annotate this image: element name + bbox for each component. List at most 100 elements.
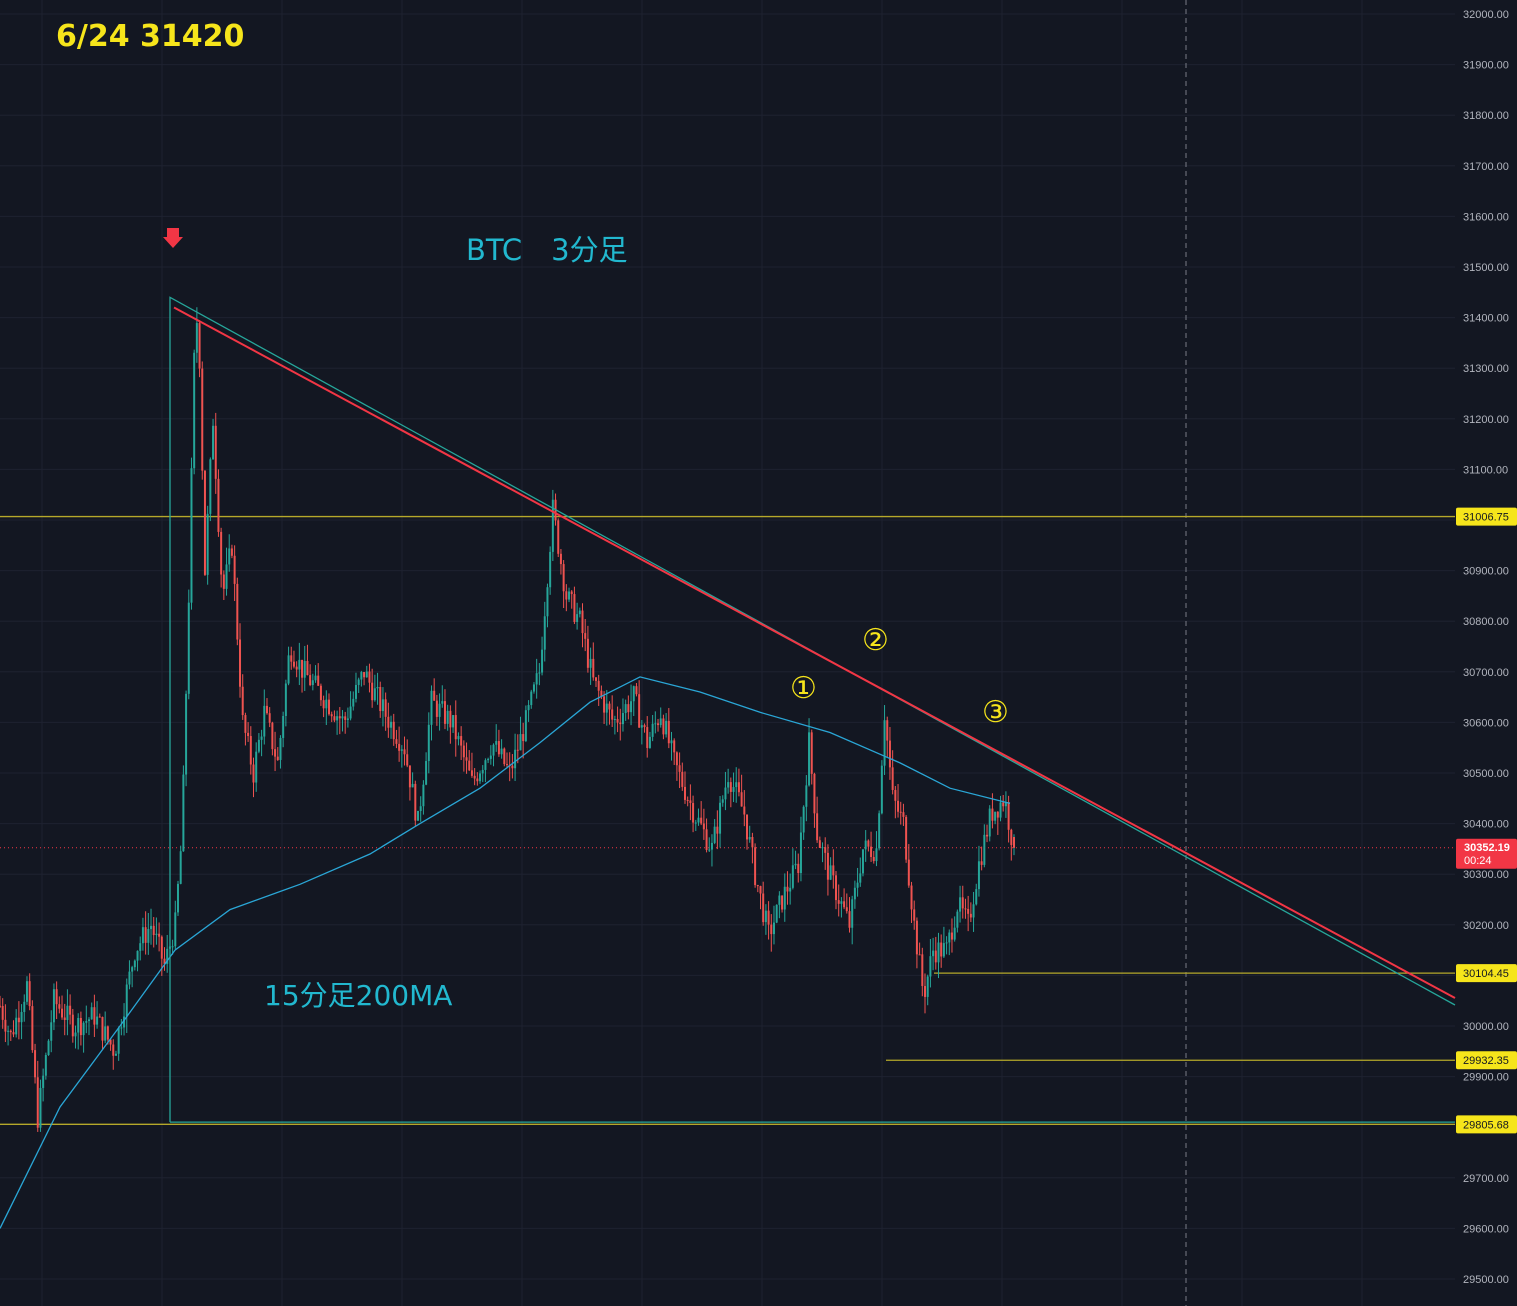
candle-body xyxy=(594,677,597,681)
price-level-tag-label: 29805.68 xyxy=(1463,1119,1509,1131)
candle-body xyxy=(786,886,789,892)
candle-body xyxy=(265,705,268,714)
candle-body xyxy=(462,745,465,758)
candle-body xyxy=(789,887,792,892)
candle-body xyxy=(764,910,767,923)
candle-body xyxy=(716,826,719,834)
candle-body xyxy=(23,1001,26,1012)
candle-body xyxy=(497,741,500,755)
candle-body xyxy=(58,1004,61,1009)
candle-body xyxy=(131,967,134,972)
candle-body xyxy=(605,703,608,713)
candle-body xyxy=(864,840,867,850)
candle-body xyxy=(740,792,743,807)
candle-body xyxy=(438,703,441,717)
candle-body xyxy=(573,594,576,622)
candle-body xyxy=(50,1022,53,1041)
candle-body xyxy=(360,672,363,680)
candle-body xyxy=(368,671,371,683)
candle-body xyxy=(913,909,916,921)
price-level-tag-label: 30104.45 xyxy=(1463,968,1509,980)
candle-body xyxy=(198,323,201,369)
candle-body xyxy=(875,848,878,862)
candle-body xyxy=(69,1005,72,1015)
candle-body xyxy=(643,725,646,728)
candle-body xyxy=(926,976,929,997)
candle-body xyxy=(937,942,940,963)
candle-body xyxy=(986,834,989,837)
candle-body xyxy=(487,758,490,761)
candle-body xyxy=(120,1027,123,1029)
candle-body xyxy=(47,1040,50,1056)
candle-body xyxy=(972,904,975,918)
candle-body xyxy=(61,1008,64,1018)
candle-body xyxy=(419,806,422,811)
candle-body xyxy=(454,715,457,740)
candle-body xyxy=(354,684,357,699)
candle-body xyxy=(408,765,411,788)
candle-body xyxy=(252,764,255,783)
candle-body xyxy=(953,927,956,940)
candle-body xyxy=(292,661,295,667)
candle-body xyxy=(999,802,1002,818)
candle-body xyxy=(276,756,279,760)
candle-body xyxy=(867,840,870,847)
candle-body xyxy=(484,760,487,770)
ma-200-line xyxy=(0,676,1011,1229)
candle-body xyxy=(104,1026,107,1041)
candle-body xyxy=(897,800,900,812)
y-tick-label: 31400.00 xyxy=(1463,313,1509,325)
candle-body xyxy=(160,936,163,959)
candle-body xyxy=(651,723,654,737)
candle-body xyxy=(848,911,851,928)
candle-body xyxy=(646,727,649,748)
annotations: 6/24 31420 BTC 3分足 15分足200MA ① ② ③ xyxy=(56,19,1009,1012)
candle-body xyxy=(948,932,951,943)
candle-body xyxy=(328,699,331,715)
candle-body xyxy=(406,754,409,766)
candle-body xyxy=(239,639,242,687)
candle-body xyxy=(85,1021,88,1023)
y-tick-label: 31700.00 xyxy=(1463,161,1509,173)
candle-body xyxy=(511,765,514,769)
candle-body xyxy=(659,718,662,726)
candle-body xyxy=(123,1016,126,1028)
candle-body xyxy=(101,1016,104,1041)
candle-body xyxy=(373,688,376,701)
candle-body xyxy=(249,736,252,765)
candle-body xyxy=(810,732,813,774)
candle-body xyxy=(818,840,821,848)
candle-body xyxy=(392,721,395,740)
candle-body xyxy=(317,675,320,686)
candle-body xyxy=(187,602,190,694)
candle-body xyxy=(950,932,953,940)
candle-body xyxy=(311,680,314,686)
candle-body xyxy=(516,749,519,751)
candle-body xyxy=(794,863,797,866)
y-tick-label: 32000.00 xyxy=(1463,9,1509,21)
candle-body xyxy=(702,823,705,830)
candle-body xyxy=(500,748,503,755)
candle-body xyxy=(255,751,258,783)
candle-body xyxy=(624,704,627,714)
candle-body xyxy=(390,721,393,728)
price-axis: 32000.00 31900.00 31800.00 31700.00 31600.00… xyxy=(1463,9,1509,1286)
candle-body xyxy=(708,849,711,851)
candle-body xyxy=(384,699,387,717)
candle-body xyxy=(470,770,473,776)
candle-body xyxy=(586,638,589,668)
drawings xyxy=(0,228,1456,1229)
candle-body xyxy=(805,785,808,807)
candle-body xyxy=(457,736,460,740)
candle-body xyxy=(781,895,784,910)
candle-body xyxy=(489,755,492,759)
candle-body xyxy=(503,748,506,765)
candle-body xyxy=(891,767,894,790)
candle-body xyxy=(694,822,697,824)
candle-body xyxy=(66,1005,69,1021)
candle-body xyxy=(74,1032,77,1037)
candle-body xyxy=(306,660,309,676)
candle-body xyxy=(128,971,131,985)
candle-body xyxy=(743,806,746,815)
